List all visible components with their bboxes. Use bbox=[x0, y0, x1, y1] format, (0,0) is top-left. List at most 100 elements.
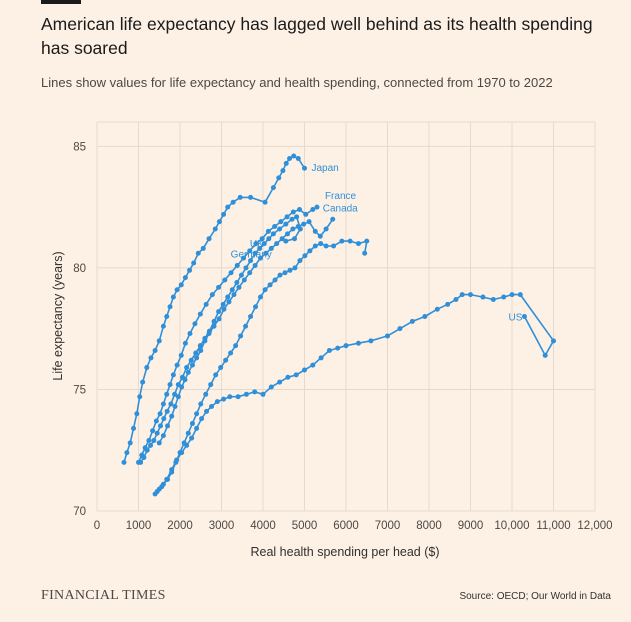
data-point-france bbox=[216, 284, 222, 290]
data-point-canada bbox=[241, 277, 247, 283]
y-tick-label: 75 bbox=[73, 384, 86, 396]
y-axis-ticks: 70 75 80 85 bbox=[73, 141, 86, 518]
data-point-us bbox=[159, 484, 165, 490]
data-point-japan bbox=[178, 282, 184, 288]
data-point-germany bbox=[318, 241, 324, 247]
series-france bbox=[136, 204, 320, 465]
data-point-us bbox=[221, 396, 227, 402]
series-japan bbox=[121, 153, 307, 465]
series-layer bbox=[121, 153, 556, 497]
data-point-japan bbox=[148, 355, 154, 361]
data-point-canada bbox=[160, 433, 166, 439]
data-point-us bbox=[293, 372, 299, 378]
data-point-canada bbox=[198, 348, 204, 354]
data-point-japan bbox=[230, 199, 236, 205]
series-label-france: France bbox=[325, 191, 357, 202]
data-point-japan bbox=[191, 260, 197, 266]
data-point-japan bbox=[152, 348, 158, 354]
data-point-japan bbox=[195, 250, 201, 256]
data-point-germany bbox=[287, 267, 293, 273]
data-point-germany bbox=[203, 391, 209, 397]
data-point-france bbox=[228, 270, 234, 276]
data-point-canada bbox=[216, 316, 222, 322]
data-point-us bbox=[209, 403, 215, 409]
data-point-canada bbox=[169, 413, 175, 419]
data-point-us bbox=[214, 399, 220, 405]
data-point-canada bbox=[221, 306, 227, 312]
data-point-uk bbox=[202, 335, 208, 341]
data-point-us bbox=[468, 292, 473, 298]
data-point-germany bbox=[339, 238, 345, 244]
x-axis-label: Real health spending per head ($) bbox=[250, 545, 439, 559]
data-point-canada bbox=[175, 394, 181, 400]
data-point-france bbox=[234, 262, 240, 268]
chart-title: American life expectancy has lagged well… bbox=[41, 14, 593, 58]
data-point-canada bbox=[226, 299, 232, 305]
brand-logo-text: FINANCIAL TIMES bbox=[41, 588, 166, 603]
data-point-france bbox=[284, 214, 290, 220]
data-point-us bbox=[368, 338, 374, 344]
x-axis-ticks: 0 1000 2000 3000 4000 5000 6000 7000 8000 9000 10,… bbox=[94, 520, 613, 532]
data-point-germany bbox=[243, 323, 249, 329]
x-tick-label: 2000 bbox=[167, 520, 193, 532]
data-point-us bbox=[227, 394, 233, 400]
data-point-uk bbox=[257, 245, 263, 251]
data-point-japan bbox=[124, 450, 130, 456]
data-point-uk bbox=[220, 301, 226, 307]
data-point-france bbox=[310, 207, 316, 213]
data-point-france bbox=[178, 352, 184, 358]
data-point-us bbox=[268, 384, 274, 390]
data-point-france bbox=[203, 301, 209, 307]
data-point-canada bbox=[268, 245, 274, 251]
data-point-us bbox=[174, 457, 180, 463]
x-tick-label: 7000 bbox=[375, 520, 401, 532]
data-point-japan bbox=[156, 338, 162, 344]
data-point-japan bbox=[302, 165, 307, 171]
chart-subtitle: Lines show values for life expectancy an… bbox=[41, 75, 553, 90]
data-point-uk bbox=[138, 459, 144, 465]
data-point-japan bbox=[160, 323, 166, 329]
data-point-canada bbox=[306, 219, 312, 225]
data-point-canada bbox=[247, 270, 253, 276]
data-point-us bbox=[243, 391, 249, 397]
data-point-us bbox=[252, 389, 258, 395]
data-point-france bbox=[278, 219, 284, 225]
data-point-canada bbox=[194, 355, 200, 361]
data-point-us bbox=[397, 326, 403, 332]
data-point-canada bbox=[156, 440, 162, 446]
data-point-germany bbox=[223, 357, 229, 363]
data-point-us bbox=[343, 343, 349, 349]
data-point-uk bbox=[216, 309, 222, 315]
data-point-canada bbox=[284, 231, 290, 237]
data-point-us bbox=[551, 338, 556, 344]
data-point-france bbox=[247, 248, 253, 254]
data-point-us bbox=[189, 435, 195, 441]
data-point-france bbox=[167, 382, 173, 388]
data-point-canada bbox=[189, 362, 195, 368]
data-point-france bbox=[222, 277, 228, 283]
data-point-us bbox=[235, 394, 241, 400]
data-point-japan bbox=[212, 226, 218, 232]
data-point-us bbox=[302, 367, 307, 373]
data-point-germany bbox=[331, 243, 337, 249]
data-point-germany bbox=[218, 365, 224, 371]
data-point-france bbox=[253, 241, 259, 247]
data-point-japan bbox=[140, 379, 146, 385]
data-point-japan bbox=[295, 155, 301, 161]
data-point-us bbox=[355, 340, 361, 346]
data-point-us bbox=[179, 450, 185, 456]
source-note: Source: OECD; Our World in Data bbox=[459, 591, 611, 602]
data-point-germany bbox=[323, 243, 329, 249]
series-uk bbox=[138, 214, 303, 465]
data-point-uk bbox=[206, 328, 212, 334]
data-point-us bbox=[521, 314, 527, 319]
data-point-uk bbox=[144, 447, 150, 453]
data-point-japan bbox=[280, 168, 286, 174]
data-point-germany bbox=[267, 282, 273, 288]
data-point-uk bbox=[229, 287, 235, 293]
data-point-canada bbox=[301, 221, 307, 227]
series-canada bbox=[156, 216, 336, 446]
data-point-uk bbox=[157, 423, 163, 429]
data-point-uk bbox=[225, 294, 231, 300]
